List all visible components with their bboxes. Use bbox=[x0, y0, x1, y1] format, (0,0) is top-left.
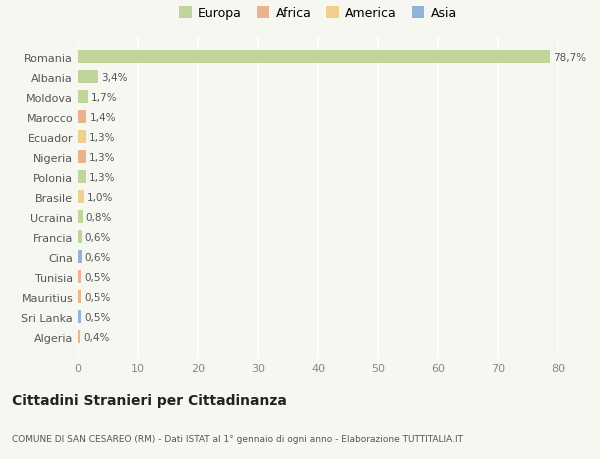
Text: 1,0%: 1,0% bbox=[87, 192, 113, 202]
Text: 0,8%: 0,8% bbox=[86, 213, 112, 222]
Bar bbox=[78, 71, 98, 84]
Text: 3,4%: 3,4% bbox=[101, 73, 128, 83]
Bar bbox=[78, 271, 81, 284]
Text: 0,6%: 0,6% bbox=[85, 232, 111, 242]
Bar bbox=[78, 231, 82, 244]
Bar bbox=[78, 111, 86, 124]
Text: 0,4%: 0,4% bbox=[83, 332, 110, 342]
Text: 1,3%: 1,3% bbox=[89, 133, 115, 143]
Text: Cittadini Stranieri per Cittadinanza: Cittadini Stranieri per Cittadinanza bbox=[12, 393, 287, 407]
Text: 0,5%: 0,5% bbox=[84, 312, 110, 322]
Bar bbox=[78, 291, 81, 303]
Text: 1,3%: 1,3% bbox=[89, 173, 115, 182]
Text: 78,7%: 78,7% bbox=[553, 53, 586, 63]
Legend: Europa, Africa, America, Asia: Europa, Africa, America, Asia bbox=[175, 4, 461, 24]
Bar bbox=[78, 191, 84, 204]
Bar bbox=[78, 330, 80, 343]
Bar bbox=[78, 171, 86, 184]
Bar bbox=[78, 131, 86, 144]
Bar bbox=[78, 51, 550, 64]
Text: 1,7%: 1,7% bbox=[91, 93, 118, 103]
Text: 1,4%: 1,4% bbox=[89, 112, 116, 123]
Bar bbox=[78, 251, 82, 263]
Bar bbox=[78, 151, 86, 164]
Text: 0,5%: 0,5% bbox=[84, 272, 110, 282]
Text: COMUNE DI SAN CESAREO (RM) - Dati ISTAT al 1° gennaio di ogni anno - Elaborazion: COMUNE DI SAN CESAREO (RM) - Dati ISTAT … bbox=[12, 434, 463, 442]
Text: 0,6%: 0,6% bbox=[85, 252, 111, 262]
Text: 1,3%: 1,3% bbox=[89, 152, 115, 162]
Text: 0,5%: 0,5% bbox=[84, 292, 110, 302]
Bar bbox=[78, 91, 88, 104]
Bar bbox=[78, 311, 81, 324]
Bar bbox=[78, 211, 83, 224]
